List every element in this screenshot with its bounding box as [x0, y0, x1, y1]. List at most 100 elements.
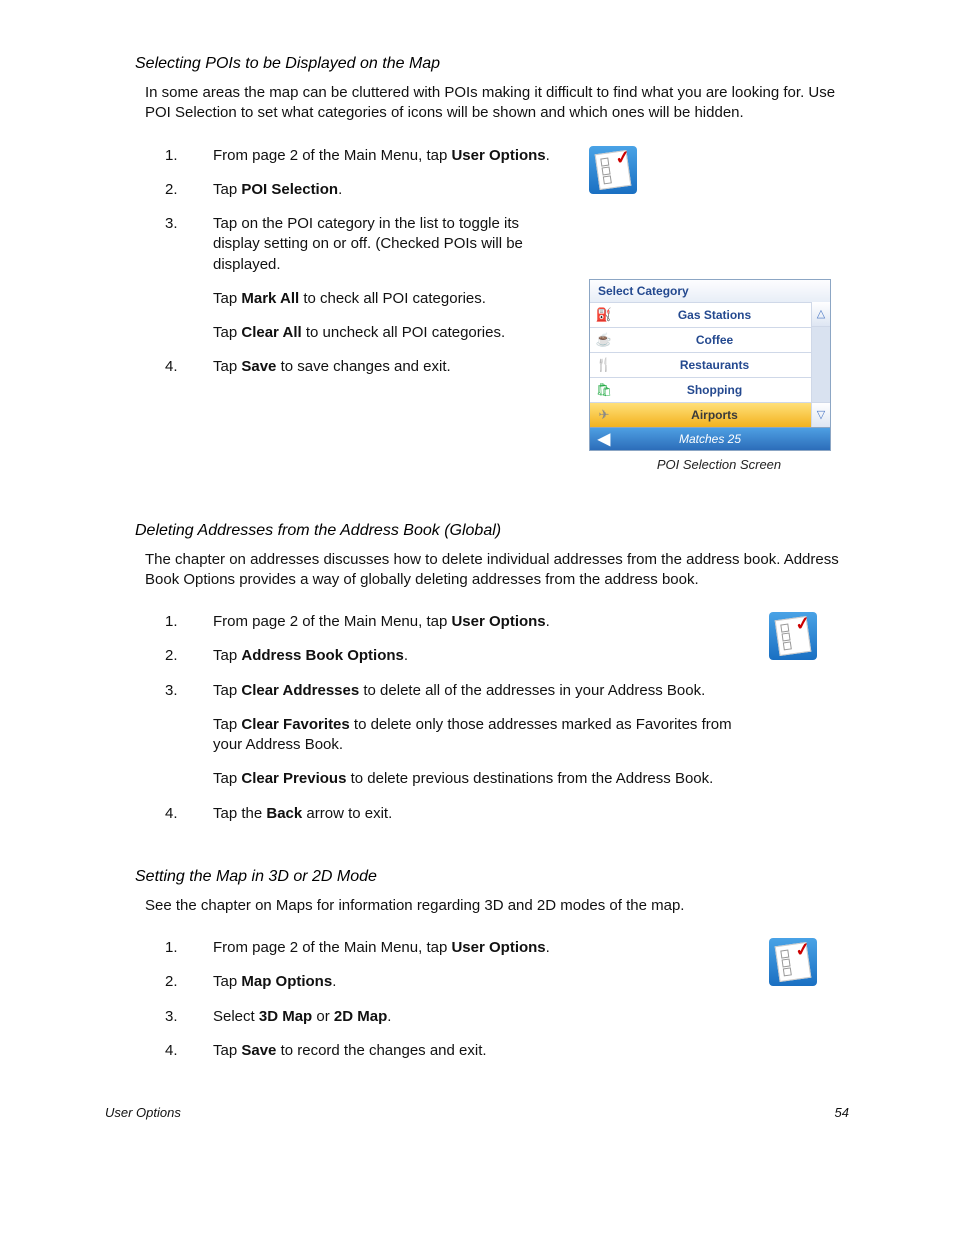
figure-column [769, 612, 849, 838]
step-text: Tap [213, 181, 241, 198]
section-heading: Deleting Addresses from the Address Book… [135, 522, 849, 540]
scroll-up-icon: △ [812, 302, 830, 327]
step-text: . [404, 647, 408, 664]
step-text: to check all POI categories. [299, 290, 486, 307]
poi-category-icon: 🍴 [590, 357, 618, 373]
step-bold: Map Options [241, 973, 332, 990]
step-bold: Save [241, 358, 276, 375]
poi-category-row: 🍴Restaurants [590, 352, 811, 377]
poi-category-icon: 🛍 [590, 382, 618, 398]
step-text: Tap the [213, 805, 266, 822]
poi-category-row: ✈Airports [590, 402, 811, 427]
footer-section-name: User Options [105, 1105, 181, 1120]
figure-column: Select Category ⛽Gas Stations☕Coffee🍴Res… [589, 146, 849, 472]
poi-body: ⛽Gas Stations☕Coffee🍴Restaurants🛍Shoppin… [590, 302, 830, 427]
step-text: Tap [213, 716, 241, 733]
section-heading: Setting the Map in 3D or 2D Mode [135, 868, 849, 886]
user-options-icon [769, 612, 817, 660]
step-text: . [546, 147, 550, 164]
step-text: Select [213, 1008, 259, 1025]
back-arrow-icon: ◀ [590, 429, 618, 449]
poi-category-icon: ✈ [590, 407, 618, 423]
step-text: . [546, 939, 550, 956]
poi-title: Select Category [590, 280, 830, 302]
step-subpara: Tap Clear Previous to delete previous de… [213, 769, 749, 789]
step-text: Tap on the POI category in the list to t… [213, 215, 523, 273]
poi-category-label: Shopping [618, 383, 811, 397]
step-text: Tap [213, 358, 241, 375]
step-text: . [338, 181, 342, 198]
step-item: Tap the Back arrow to exit. [165, 804, 749, 824]
step-bold: Mark All [241, 290, 299, 307]
step-bold: Address Book Options [241, 647, 404, 664]
step-bold: Clear All [241, 324, 301, 341]
poi-category-icon: ☕ [590, 332, 618, 348]
step-subpara: Tap Clear All to uncheck all POI categor… [213, 323, 569, 343]
step-text: to uncheck all POI categories. [302, 324, 505, 341]
footer-page-number: 54 [835, 1105, 849, 1120]
user-options-icon [769, 938, 817, 986]
step-text: to delete all of the addresses in your A… [359, 682, 705, 699]
poi-category-label: Coffee [618, 333, 811, 347]
step-bold: User Options [451, 147, 545, 164]
step-item: Tap Map Options. [165, 972, 749, 992]
step-item: Tap Clear Addresses to delete all of the… [165, 681, 749, 790]
ordered-steps: From page 2 of the Main Menu, tap User O… [165, 938, 749, 1061]
step-text: Tap [213, 770, 241, 787]
user-options-icon [589, 146, 637, 194]
step-text: to save changes and exit. [276, 358, 450, 375]
step-item: Tap Address Book Options. [165, 646, 749, 666]
steps-column: From page 2 of the Main Menu, tap User O… [105, 938, 749, 1075]
section-body: From page 2 of the Main Menu, tap User O… [105, 146, 849, 472]
step-bold: Clear Addresses [241, 682, 359, 699]
step-text: . [387, 1008, 391, 1025]
section-heading: Selecting POIs to be Displayed on the Ma… [135, 55, 849, 73]
section-intro: The chapter on addresses discusses how t… [145, 550, 849, 591]
figure-caption: POI Selection Screen [589, 457, 849, 472]
step-text: . [332, 973, 336, 990]
poi-category-label: Gas Stations [618, 308, 811, 322]
poi-category-label: Airports [618, 408, 811, 422]
poi-matches: Matches 25 [618, 432, 802, 446]
section-intro: In some areas the map can be cluttered w… [145, 83, 849, 124]
steps-column: From page 2 of the Main Menu, tap User O… [105, 612, 749, 838]
step-text: Tap [213, 973, 241, 990]
ordered-steps: From page 2 of the Main Menu, tap User O… [165, 612, 749, 824]
steps-column: From page 2 of the Main Menu, tap User O… [105, 146, 569, 472]
step-text: to delete previous destinations from the… [346, 770, 713, 787]
step-item: Tap POI Selection. [165, 180, 569, 200]
step-text: Tap [213, 1042, 241, 1059]
step-subpara: Tap Clear Favorites to delete only those… [213, 715, 749, 756]
step-item: Tap Save to record the changes and exit. [165, 1041, 749, 1061]
step-text: . [546, 613, 550, 630]
poi-scrollbar: △ ▽ [811, 302, 830, 427]
step-bold: User Options [451, 939, 545, 956]
section-intro: See the chapter on Maps for information … [145, 896, 849, 916]
poi-selection-screenshot: Select Category ⛽Gas Stations☕Coffee🍴Res… [589, 279, 831, 451]
poi-footer: ◀ Matches 25 [590, 427, 830, 450]
step-text: From page 2 of the Main Menu, tap [213, 613, 451, 630]
step-bold: User Options [451, 613, 545, 630]
page-footer: User Options 54 [105, 1105, 849, 1120]
step-item: From page 2 of the Main Menu, tap User O… [165, 938, 749, 958]
step-text: or [312, 1008, 334, 1025]
scroll-track [812, 327, 830, 402]
poi-category-icon: ⛽ [590, 307, 618, 323]
step-item: From page 2 of the Main Menu, tap User O… [165, 612, 749, 632]
step-bold: Save [241, 1042, 276, 1059]
step-item: Select 3D Map or 2D Map. [165, 1007, 749, 1027]
step-text: Tap [213, 682, 241, 699]
step-bold: 2D Map [334, 1008, 387, 1025]
step-text: From page 2 of the Main Menu, tap [213, 939, 451, 956]
poi-category-row: ☕Coffee [590, 327, 811, 352]
step-text: Tap [213, 290, 241, 307]
step-text: to record the changes and exit. [276, 1042, 486, 1059]
step-text: Tap [213, 647, 241, 664]
step-bold: Clear Previous [241, 770, 346, 787]
step-text: arrow to exit. [302, 805, 392, 822]
poi-category-row: ⛽Gas Stations [590, 302, 811, 327]
figure-block: Select Category ⛽Gas Stations☕Coffee🍴Res… [589, 279, 849, 472]
scroll-down-icon: ▽ [812, 402, 830, 427]
step-bold: POI Selection [241, 181, 338, 198]
poi-category-label: Restaurants [618, 358, 811, 372]
